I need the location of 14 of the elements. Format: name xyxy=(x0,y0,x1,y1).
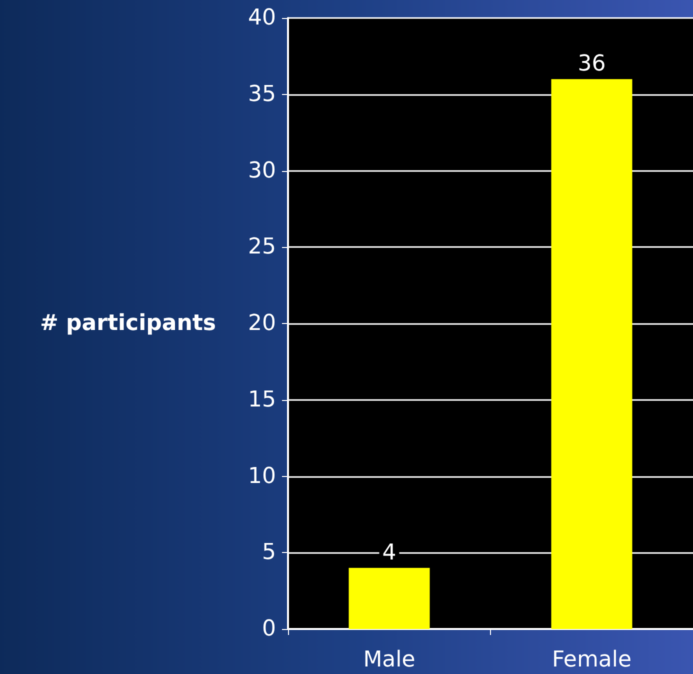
data-label: 4 xyxy=(382,540,396,566)
x-tick-label: Female xyxy=(552,648,632,672)
y-tick-label: 10 xyxy=(248,464,276,489)
y-tick-label: 30 xyxy=(248,158,276,184)
y-tick-label: 35 xyxy=(248,82,276,107)
y-tick-label: 15 xyxy=(248,387,276,412)
data-label: 36 xyxy=(578,52,606,77)
y-tick-label: 20 xyxy=(248,311,276,336)
y-tick-label: 5 xyxy=(262,540,276,566)
x-tick-label: Male xyxy=(363,648,416,672)
y-tick-label: 0 xyxy=(262,616,276,642)
y-tick-label: 25 xyxy=(248,234,276,260)
y-tick-label: 40 xyxy=(248,6,276,30)
y-axis-title: # participants xyxy=(40,311,216,336)
